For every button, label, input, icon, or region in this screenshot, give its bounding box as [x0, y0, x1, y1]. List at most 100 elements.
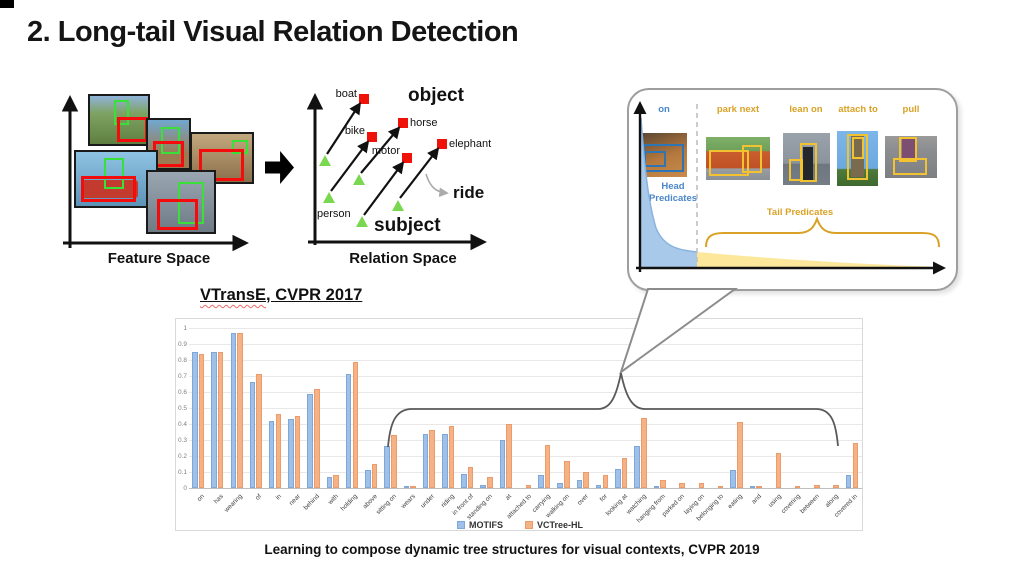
object-point: [398, 118, 408, 128]
bar: [717, 486, 724, 489]
bar: [268, 420, 275, 488]
bar: [730, 470, 736, 488]
bar: [814, 484, 820, 488]
bar: [499, 440, 506, 488]
predicate-photo-attach-to: [837, 131, 878, 186]
bar: [525, 484, 532, 488]
y-axis-tick: 0: [183, 484, 187, 492]
bar: [653, 486, 660, 489]
relation-space-label: Relation Space: [349, 250, 457, 267]
bar: [256, 374, 262, 488]
callout-column-label-2: lean on: [789, 104, 823, 115]
plot-area: 0 0.1 0.2 0.3 0.4 0.5 0.6 0.7 0.8 0.9 1 on has wearin…: [176, 319, 862, 530]
object-point: [359, 94, 369, 104]
gridline: [189, 392, 862, 393]
point-label-motor: motor: [371, 145, 400, 157]
bar: [410, 486, 416, 489]
bar: [737, 422, 743, 488]
caption: Learning to compose dynamic tree structu…: [264, 542, 760, 557]
bar: [442, 433, 448, 488]
right-block-arrow-icon: [265, 151, 294, 184]
subject-box: [789, 159, 803, 181]
y-axis-tick: 0.2: [177, 452, 187, 460]
head-predicates-label: Head Predicates: [644, 181, 702, 205]
point-label-elephant: elephant: [449, 138, 492, 150]
point-label-bike: bike: [344, 125, 365, 137]
subject-word: subject: [374, 215, 441, 236]
head-predicates-line1: Head: [661, 181, 685, 192]
ride-pointer-arrow: [425, 173, 449, 198]
y-axis-tick: 0.6: [177, 388, 187, 396]
subject-point: [353, 174, 365, 185]
bar: [845, 475, 852, 488]
subject-point: [323, 192, 335, 203]
subject-box: [161, 127, 180, 154]
subject-box: [232, 140, 248, 154]
bar: [391, 435, 397, 488]
bar: [429, 430, 435, 488]
legend-item: VCTree-HL: [524, 520, 583, 530]
subject-point: [356, 216, 368, 227]
object-box: [117, 117, 148, 142]
legend-label: MOTIFS: [468, 520, 503, 530]
bar: [794, 486, 801, 489]
bar: [448, 425, 455, 488]
head-predicates-line2: Predicates: [648, 192, 698, 204]
legend-label: VCTree-HL: [536, 520, 583, 530]
subject-point: [319, 155, 331, 166]
bar: [384, 446, 390, 488]
legend-swatch-icon: [456, 521, 465, 529]
example-photo-horses: [88, 94, 150, 146]
subject-point: [392, 200, 404, 211]
y-axis-tick: 0.5: [177, 404, 187, 412]
legend-swatch-icon: [524, 521, 533, 529]
subject-box: [104, 158, 124, 189]
citation-main: VTransE: [200, 286, 267, 304]
ride-word: ride: [453, 183, 485, 202]
bar: [275, 414, 282, 488]
bar: [326, 476, 333, 488]
bar: [461, 473, 467, 488]
bar: [756, 486, 762, 489]
bar: [833, 484, 839, 488]
bar: [288, 419, 294, 488]
object-box: [800, 143, 817, 182]
point-label-person: person: [317, 208, 351, 220]
gridline: [189, 344, 862, 345]
bar-chart: 0 0.1 0.2 0.3 0.4 0.5 0.6 0.7 0.8 0.9 1 on has wearin…: [175, 318, 863, 531]
bar: [333, 475, 339, 488]
bar: [198, 353, 205, 488]
point-label-boat: boat: [335, 88, 357, 100]
object-box: [709, 150, 749, 176]
bar: [371, 464, 378, 488]
bar: [211, 352, 217, 488]
corner-mark: [0, 0, 14, 8]
object-box: [157, 199, 198, 230]
object-point: [437, 139, 447, 149]
object-box: [847, 134, 868, 180]
bar: [237, 332, 243, 488]
bar: [403, 486, 410, 489]
bar: [487, 476, 493, 488]
y-axis-tick: 0.8: [177, 356, 187, 364]
bar: [641, 417, 647, 488]
x-axis-line: [189, 488, 862, 489]
bar: [352, 361, 359, 488]
bar: [314, 388, 320, 488]
gridline: [189, 408, 862, 409]
bar: [775, 452, 782, 488]
y-axis-tick: 1: [183, 324, 187, 332]
tower-shape: [851, 135, 864, 177]
callout-column-label-4: pull: [902, 104, 920, 115]
bar: [192, 352, 198, 488]
citation-rest: , CVPR 2017: [266, 286, 363, 304]
y-axis-tick: 0.9: [177, 340, 187, 348]
bar: [345, 374, 352, 488]
bar: [217, 352, 224, 488]
bar: [480, 484, 486, 488]
object-box: [81, 176, 136, 202]
gridline: [189, 456, 862, 457]
person-shape: [803, 147, 813, 181]
bar: [615, 468, 621, 488]
